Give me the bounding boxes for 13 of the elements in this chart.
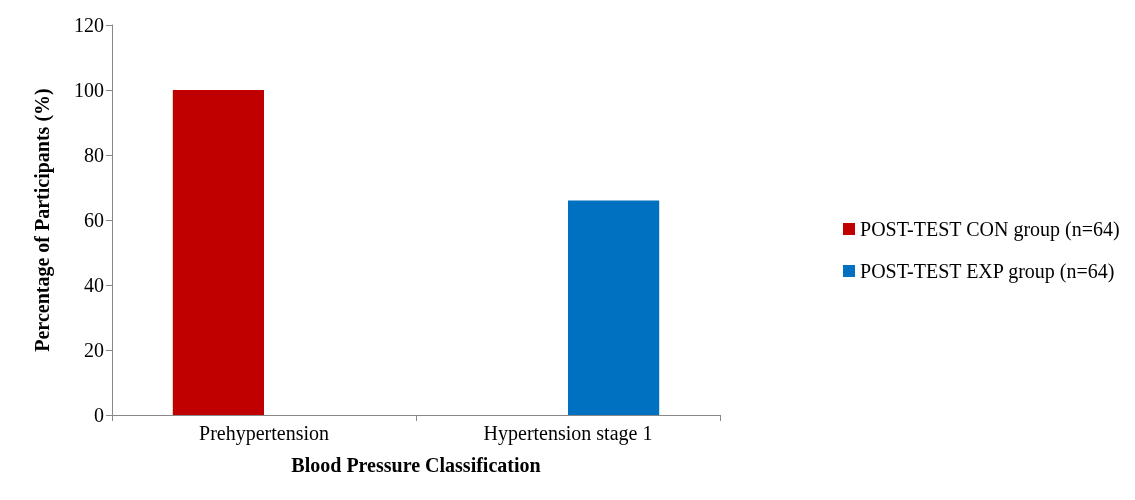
x-axis-title: Blood Pressure Classification: [291, 454, 541, 476]
x-tick-label: Prehypertension: [199, 422, 329, 445]
legend-label: POST-TEST CON group (n=64): [860, 218, 1120, 241]
y-tick-label: 80: [84, 144, 104, 166]
y-tick-label: 0: [94, 404, 104, 426]
y-tick-label: 60: [84, 209, 104, 231]
y-tick-label: 40: [84, 274, 104, 296]
y-tick-label: 20: [84, 339, 104, 361]
y-tick-label: 100: [74, 79, 104, 101]
x-tick-label: Hypertension stage 1: [483, 422, 653, 445]
y-tick-label: 120: [74, 14, 104, 36]
legend-label: POST-TEST EXP group (n=64): [860, 260, 1115, 283]
y-axis-title: Percentage of Participants (%): [31, 88, 54, 352]
